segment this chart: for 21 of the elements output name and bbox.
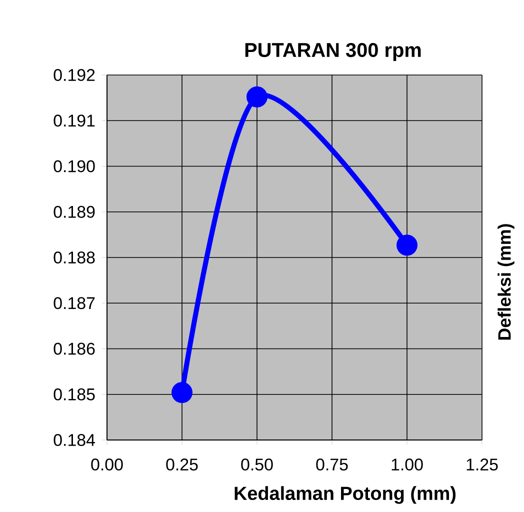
y-tick-label: 0.190	[54, 160, 95, 172]
y-tick-label: 0.186	[54, 342, 95, 355]
y-tick-label: 0.188	[54, 252, 95, 264]
x-tick-label: 0.00	[91, 458, 123, 471]
point	[396, 234, 418, 256]
y-tick-label: 0.192	[54, 69, 95, 82]
y-axis-title: Defleksi (mm)	[498, 224, 514, 340]
y-tick-label: 0.189	[54, 206, 95, 218]
x-tick-label: 1.25	[466, 458, 498, 471]
x-tick-label: 1.00	[392, 458, 423, 471]
y-tick-label: 0.184	[54, 434, 95, 446]
point	[172, 382, 193, 404]
y-tick-label: 0.187	[54, 297, 95, 310]
chart-title: PUTARAN 300 rpm	[245, 42, 421, 62]
x-tick-label: 0.25	[166, 458, 198, 471]
y-tick-label: 0.185	[54, 388, 95, 400]
y-tick-label: 0.191	[54, 114, 95, 127]
x-tick-label: 0.75	[316, 458, 348, 471]
x-axis-title: Kedalaman Potong (mm)	[234, 486, 456, 504]
point	[246, 86, 268, 108]
x-tick-label: 0.50	[241, 458, 273, 471]
